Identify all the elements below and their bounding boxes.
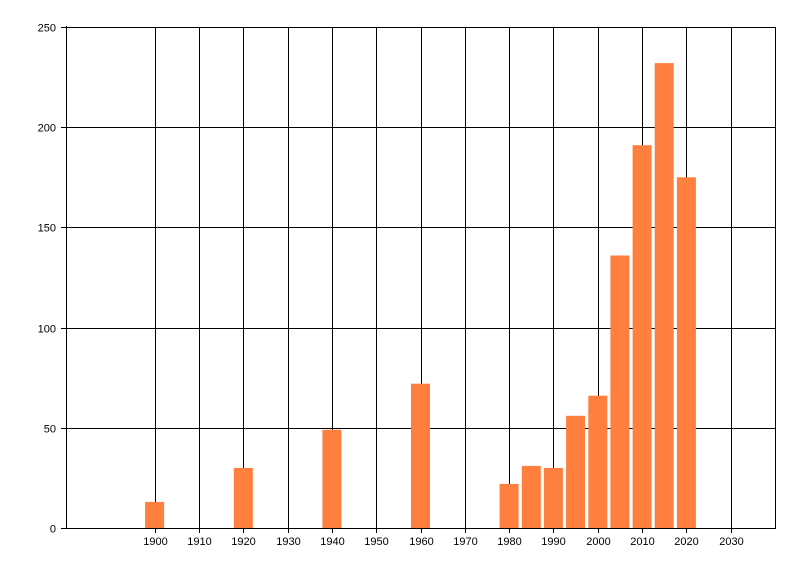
bar [411, 383, 430, 528]
bar [610, 255, 630, 528]
y-tick-label: 100 [38, 324, 56, 336]
bar [676, 177, 696, 529]
y-tick-label: 250 [38, 23, 56, 35]
x-tick-label: 1920 [231, 536, 255, 548]
x-tick-label: 1980 [497, 536, 521, 548]
bar [543, 467, 563, 528]
x-tick-label: 1910 [187, 536, 211, 548]
bar [145, 501, 165, 528]
x-tick-label: 2020 [674, 536, 698, 548]
x-tick-label: 1950 [364, 536, 388, 548]
bar [654, 63, 674, 528]
bar [499, 483, 519, 528]
x-tick-label: 1960 [409, 536, 433, 548]
y-tick-label: 150 [38, 223, 56, 235]
y-tick-label: 50 [44, 424, 56, 436]
bar [566, 415, 586, 528]
x-tick-label: 2010 [630, 536, 654, 548]
bar [632, 145, 652, 528]
y-tick-label: 200 [38, 123, 56, 135]
bar [233, 467, 253, 528]
x-tick-label: 1940 [320, 536, 344, 548]
x-tick-label: 1900 [143, 536, 167, 548]
bar [521, 465, 541, 528]
x-tick-label: 1990 [541, 536, 565, 548]
tick-labels: 0 50 100 150 200 250 1900 1910 1920 1930 1940 1950 1… [38, 23, 744, 549]
y-tick-label: 0 [50, 524, 56, 536]
x-tick-label: 2030 [719, 536, 743, 548]
bar [322, 429, 342, 528]
x-tick-label: 2000 [586, 536, 610, 548]
x-tick-label: 1930 [276, 536, 300, 548]
bar [588, 395, 608, 528]
bars [145, 63, 696, 529]
x-tick-label: 1970 [453, 536, 477, 548]
axes [61, 26, 776, 533]
